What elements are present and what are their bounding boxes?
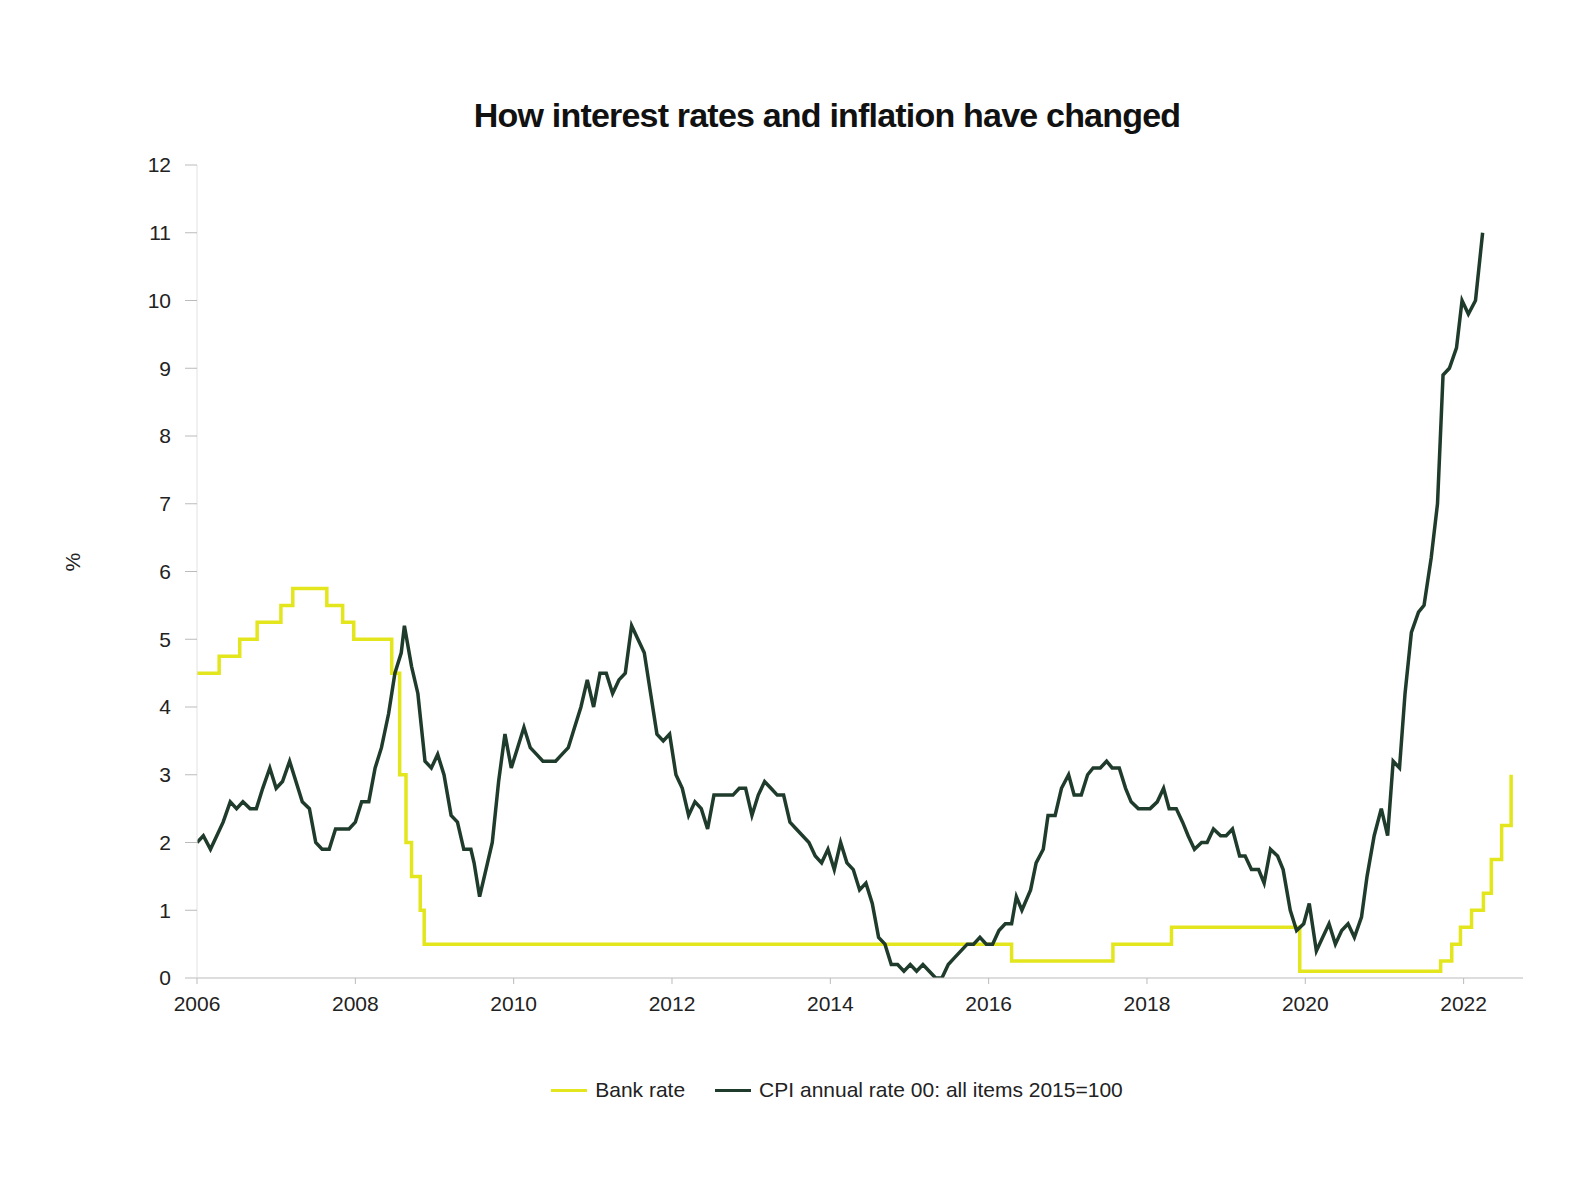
svg-text:6: 6 [159, 560, 171, 583]
svg-text:2: 2 [159, 831, 171, 854]
svg-text:3: 3 [159, 763, 171, 786]
svg-text:11: 11 [149, 221, 171, 244]
svg-text:7: 7 [159, 492, 171, 515]
svg-text:2012: 2012 [649, 992, 696, 1015]
svg-text:%: % [61, 553, 84, 572]
svg-text:2022: 2022 [1440, 992, 1487, 1015]
svg-text:2006: 2006 [174, 992, 221, 1015]
svg-text:9: 9 [159, 357, 171, 380]
svg-text:2010: 2010 [490, 992, 537, 1015]
svg-text:0: 0 [159, 966, 171, 989]
svg-text:8: 8 [159, 424, 171, 447]
svg-text:4: 4 [159, 695, 171, 718]
html-text:CPI annual rate 00: all items: CPI annual rate 00: all items 2015=100 [759, 1078, 1123, 1101]
svg-text:2020: 2020 [1282, 992, 1329, 1015]
html-text:Bank rate: Bank rate [595, 1078, 686, 1101]
svg-text:2018: 2018 [1124, 992, 1171, 1015]
svg-text:10: 10 [148, 289, 171, 312]
svg-text:1: 1 [159, 899, 171, 922]
svg-text:2014: 2014 [807, 992, 854, 1015]
html-text:How interest rates and inflati: How interest rates and inflation have ch… [473, 96, 1181, 134]
svg-text:12: 12 [148, 153, 171, 176]
svg-text:2016: 2016 [965, 992, 1012, 1015]
svg-text:5: 5 [159, 628, 171, 651]
svg-text:2008: 2008 [332, 992, 379, 1015]
